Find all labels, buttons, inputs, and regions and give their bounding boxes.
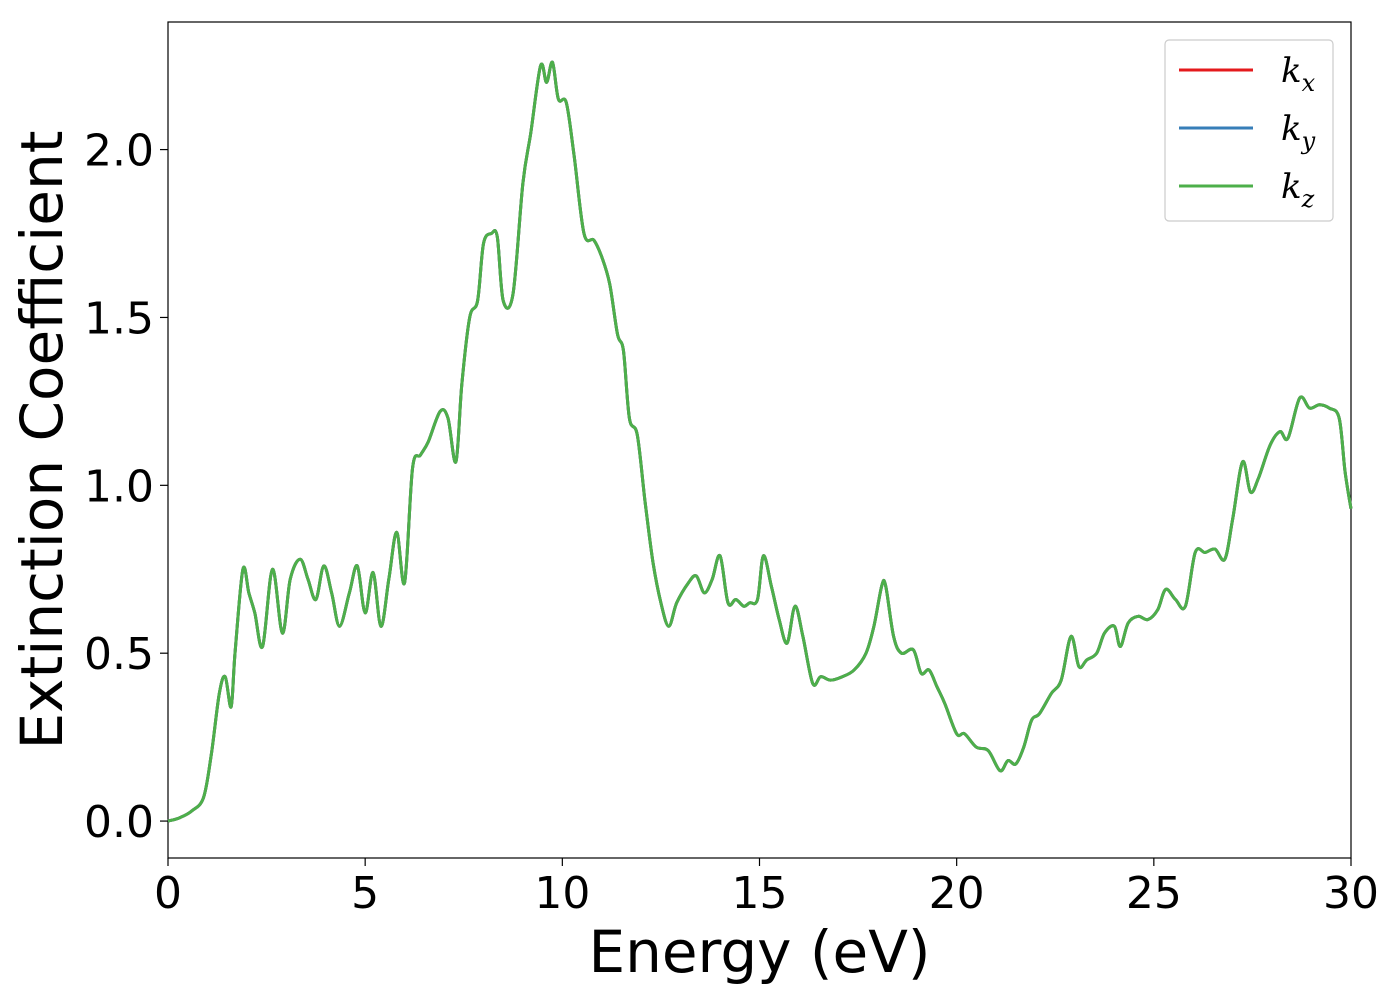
y-tick-label: 2.0 xyxy=(84,126,154,177)
x-tick-label: 10 xyxy=(534,868,590,919)
y-axis-ticks: 0.0 0.5 1.0 1.5 2.0 xyxy=(84,126,168,848)
y-tick-label: 0.0 xyxy=(84,797,154,848)
x-tick-label: 5 xyxy=(351,868,379,919)
x-tick-label: 25 xyxy=(1126,868,1182,919)
series-line-kz xyxy=(167,60,1353,823)
legend-label-kx: kx xyxy=(1281,51,1316,97)
legend: kx ky kz xyxy=(1164,39,1334,222)
x-axis-label: Energy (eV) xyxy=(588,918,930,986)
series-lines xyxy=(167,60,1353,823)
x-tick-label: 15 xyxy=(732,868,788,919)
x-tick-label: 0 xyxy=(154,868,182,919)
legend-box xyxy=(1164,39,1334,222)
y-tick-label: 1.5 xyxy=(84,293,154,344)
x-tick-label: 20 xyxy=(929,868,985,919)
legend-label-ky: ky xyxy=(1281,109,1316,155)
y-axis-label: Extinction Coefficient xyxy=(8,131,76,750)
x-axis-ticks: 0 5 10 15 20 25 30 xyxy=(154,858,1379,919)
y-tick-label: 0.5 xyxy=(84,629,154,680)
y-tick-label: 1.0 xyxy=(84,461,154,512)
x-tick-label: 30 xyxy=(1323,868,1379,919)
legend-label-kz: kz xyxy=(1281,167,1315,213)
